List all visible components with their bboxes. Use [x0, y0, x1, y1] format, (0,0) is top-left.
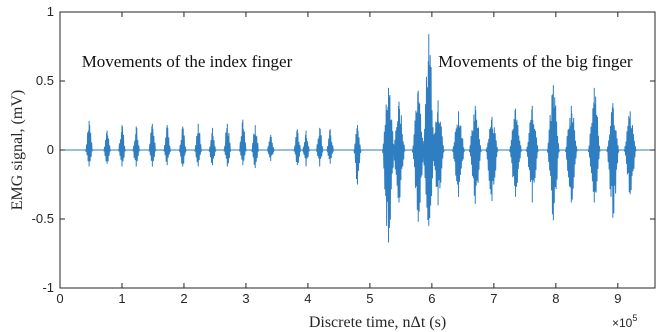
- y-tick-label: -1: [42, 280, 54, 295]
- signal-burst: [302, 130, 311, 167]
- signal-burst: [251, 125, 260, 168]
- signal-burst: [223, 123, 232, 167]
- x-tick-label: 8: [552, 291, 559, 306]
- signal-burst: [564, 105, 578, 203]
- signal-burst: [132, 126, 141, 167]
- signal-burst: [85, 121, 94, 167]
- signal-burst: [103, 130, 112, 164]
- annotations-layer: Movements of the index finger Movements o…: [82, 52, 633, 71]
- signal-burst: [546, 85, 560, 221]
- signal-burst: [525, 105, 539, 203]
- x-tick-label: 2: [180, 291, 187, 306]
- signal-burst: [606, 103, 620, 218]
- signal-burst: [326, 129, 335, 164]
- annotation-text: Movements of the index finger: [82, 52, 293, 71]
- signal-burst: [315, 127, 324, 167]
- y-tick-label: 0.5: [36, 73, 54, 88]
- labels-layer: 0 1 2 3 4 5 6 7 8 9 -1 -0.5 0 0.5 1: [32, 4, 622, 306]
- x-exponent-label: ×105: [612, 313, 637, 330]
- signal-burst: [208, 127, 217, 166]
- x-tick-label: 4: [304, 291, 311, 306]
- signal-burst: [118, 125, 126, 167]
- y-tick-label: 1: [47, 4, 54, 19]
- y-axis-label: EMG signal, (mV): [9, 90, 26, 210]
- signal-burst: [178, 126, 187, 167]
- signal-burst: [509, 108, 523, 197]
- signal-burst: [353, 125, 362, 185]
- signal-burst: [431, 100, 445, 206]
- signal-burst: [485, 116, 499, 202]
- y-tick-label: -0.5: [32, 211, 54, 226]
- signal-burst: [163, 125, 172, 166]
- x-tick-label: 1: [118, 291, 125, 306]
- signal-burst: [392, 101, 406, 203]
- x-tick-label: 0: [56, 291, 63, 306]
- signal-burst: [411, 90, 425, 222]
- signal-burst: [381, 87, 395, 243]
- x-tick-label: 7: [490, 291, 497, 306]
- signal-burst: [293, 129, 302, 166]
- ticks-layer: [59, 11, 655, 289]
- x-exponent-power: 5: [632, 313, 637, 323]
- y-tick-label: 0: [47, 142, 54, 157]
- x-tick-label: 3: [242, 291, 249, 306]
- signal-layer: [60, 34, 655, 243]
- signal-burst: [452, 111, 466, 197]
- signal-burst: [422, 34, 436, 226]
- signal-burst: [148, 123, 157, 167]
- x-tick-label: 6: [428, 291, 435, 306]
- signal-burst: [468, 105, 482, 204]
- signal-burst: [194, 123, 203, 167]
- x-tick-label: 5: [366, 291, 373, 306]
- signal-burst: [623, 111, 637, 195]
- x-exponent-base: ×10: [612, 316, 633, 330]
- annotation-text: Movements of the big finger: [438, 52, 633, 71]
- signal-burst: [266, 134, 275, 162]
- signal-burst: [587, 87, 601, 203]
- signal-burst: [238, 119, 247, 166]
- x-tick-label: 9: [614, 291, 621, 306]
- x-axis-label: Discrete time, nΔt (s): [309, 314, 446, 331]
